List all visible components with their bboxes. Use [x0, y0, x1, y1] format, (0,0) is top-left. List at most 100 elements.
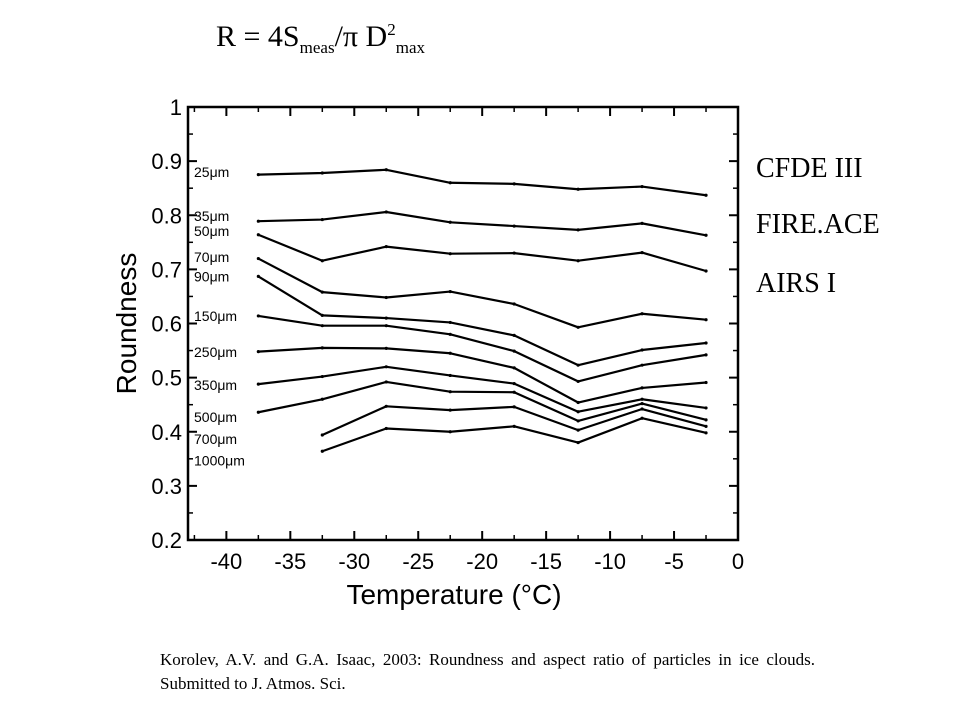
- series-line-35m: [258, 210, 707, 237]
- data-point: [448, 430, 452, 434]
- series-label: 1000μm: [194, 452, 245, 468]
- legend-cfde: CFDE III: [756, 153, 863, 184]
- data-point: [256, 410, 260, 414]
- data-point: [448, 289, 452, 294]
- y-tick-label: 0.3: [151, 474, 182, 499]
- data-point: [704, 353, 708, 357]
- data-point: [704, 418, 708, 422]
- data-point: [576, 419, 580, 423]
- data-point: [448, 220, 452, 224]
- series-label: 35μm: [194, 208, 229, 224]
- data-point: [384, 168, 388, 172]
- data-point: [704, 431, 708, 435]
- x-tick-label: -10: [594, 549, 626, 574]
- data-point: [320, 290, 324, 294]
- data-point: [256, 233, 260, 237]
- data-point: [576, 187, 580, 191]
- formula-sub-max: max: [395, 38, 425, 57]
- y-tick-label: 0.8: [151, 203, 182, 228]
- data-point: [256, 382, 260, 386]
- data-point: [576, 228, 580, 232]
- series-label: 150μm: [194, 308, 237, 324]
- x-tick-label: 0: [732, 549, 744, 574]
- formula-mid: /π D: [334, 20, 388, 53]
- data-point: [512, 390, 516, 394]
- formula-lhs: R = 4S: [216, 20, 300, 53]
- series-label: 25μm: [194, 164, 229, 180]
- data-point: [384, 245, 388, 249]
- data-point: [640, 348, 644, 352]
- y-tick-label: 0.9: [151, 149, 182, 174]
- data-point: [704, 269, 708, 273]
- data-point: [320, 397, 324, 401]
- data-point: [256, 256, 260, 261]
- formula-sub-meas: meas: [299, 38, 335, 57]
- data-point: [256, 350, 260, 354]
- data-point: [576, 428, 580, 432]
- series-label: 70μm: [194, 249, 229, 265]
- series-line-25m: [258, 168, 707, 197]
- data-point: [384, 404, 388, 408]
- data-point: [640, 363, 644, 367]
- data-point: [512, 251, 516, 255]
- data-point: [384, 380, 388, 384]
- data-point: [320, 346, 324, 350]
- data-point: [320, 259, 324, 263]
- y-axis-label: Roundness: [111, 253, 142, 395]
- data-point: [512, 349, 516, 353]
- data-point: [448, 332, 452, 336]
- series-label: 500μm: [194, 409, 237, 425]
- x-tick-label: -40: [210, 549, 242, 574]
- plot-frame: [186, 105, 740, 542]
- data-point: [384, 324, 388, 328]
- x-tick-label: -5: [664, 549, 684, 574]
- data-point: [576, 440, 580, 445]
- data-point: [576, 400, 580, 405]
- data-point: [640, 402, 644, 406]
- data-point: [320, 374, 324, 379]
- data-point: [320, 313, 324, 317]
- data-point: [640, 397, 644, 401]
- series-line-500m: [258, 380, 707, 423]
- data-point: [384, 426, 388, 431]
- data-point: [384, 316, 388, 320]
- y-tick-label: 0.6: [151, 312, 182, 337]
- data-point: [256, 173, 260, 177]
- series-label: 700μm: [194, 431, 237, 447]
- legend-fireace: FIRE.ACE: [756, 209, 880, 240]
- data-point: [320, 171, 324, 175]
- data-point: [512, 405, 516, 409]
- formula-sup: 2: [387, 20, 396, 39]
- data-point: [704, 341, 708, 345]
- data-point: [448, 373, 452, 378]
- citation: Korolev, A.V. and G.A. Isaac, 2003: Roun…: [160, 650, 815, 693]
- data-point: [704, 424, 708, 428]
- data-point: [448, 408, 452, 412]
- data-point: [448, 351, 452, 355]
- x-tick-label: -30: [338, 549, 370, 574]
- series-label: 90μm: [194, 268, 229, 284]
- y-tick-label: 1: [170, 95, 182, 120]
- data-point: [448, 390, 452, 394]
- data-point: [576, 379, 580, 384]
- data-point: [640, 407, 644, 411]
- data-point: [448, 181, 452, 185]
- series-line-350m: [258, 365, 707, 413]
- data-point: [320, 324, 324, 328]
- data-point: [640, 386, 644, 390]
- data-point: [640, 416, 644, 420]
- y-tick-label: 0.5: [151, 366, 182, 391]
- data-point: [512, 302, 516, 306]
- y-tick-label: 0.7: [151, 257, 182, 282]
- x-tick-label: -15: [530, 549, 562, 574]
- series-line-250m: [258, 346, 707, 404]
- data-point: [640, 184, 644, 189]
- data-point: [640, 312, 644, 316]
- data-point: [256, 274, 260, 279]
- data-point: [512, 366, 516, 370]
- data-point: [576, 259, 580, 263]
- data-point: [448, 320, 452, 325]
- data-point: [384, 210, 388, 214]
- series-line-50m: [257, 233, 707, 273]
- series-label: 350μm: [194, 377, 237, 393]
